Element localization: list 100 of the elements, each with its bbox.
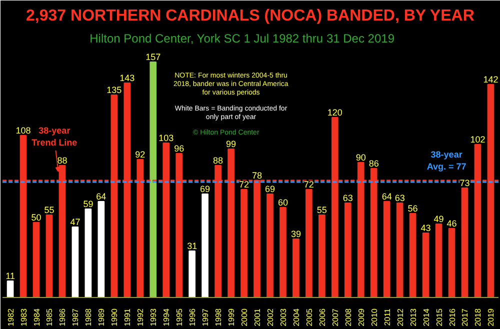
x-tick-label: 2015 (434, 308, 444, 326)
bar (240, 188, 248, 298)
x-tick-label: 1998 (214, 308, 224, 326)
x-tick-label: 2008 (344, 308, 353, 326)
ref-line-label: 38-year Avg. = 77 (426, 149, 466, 172)
bar (357, 162, 364, 298)
bar (110, 94, 118, 298)
bar (98, 200, 105, 298)
bar (150, 61, 157, 298)
x-tick-label: 2009 (356, 308, 366, 326)
x-tick-label: 2010 (370, 308, 379, 326)
x-tick-label: 1996 (188, 308, 198, 326)
x-tick-label: 1992 (136, 308, 146, 326)
bar (266, 193, 274, 298)
x-tick-label: 2003 (278, 308, 288, 326)
data-label: 60 (278, 197, 288, 208)
data-label: 64 (382, 191, 392, 202)
x-tick-label: 1995 (175, 308, 184, 326)
chart-subtitle: Hilton Pond Center, York SC 1 Jul 1982 thru 31 Dec 2019 (90, 32, 395, 46)
chart-title: 2,937 NORTHERN CARDINALS (NOCA) BANDED, BY YEAR (26, 8, 475, 24)
bar (214, 164, 222, 298)
bar (46, 214, 53, 298)
x-tick-label: 1984 (32, 308, 42, 326)
bar (461, 187, 468, 298)
bar (162, 142, 170, 298)
bar (280, 206, 286, 298)
x-tick-label: 1985 (45, 308, 54, 326)
bar (84, 208, 92, 298)
data-label: 99 (226, 138, 236, 149)
data-label: 108 (16, 125, 31, 136)
bar (124, 82, 131, 298)
x-tick-label: 2014 (422, 308, 431, 326)
x-tick-label: 2017 (460, 308, 470, 326)
data-label: 72 (239, 179, 250, 190)
x-tick-label: 1994 (162, 308, 172, 326)
x-tick-label: 2018 (474, 308, 483, 326)
ref-line-label: 38-year Trend Line (32, 125, 78, 148)
x-tick-label: 1987 (71, 308, 80, 326)
x-tick-label: 2019 (486, 308, 496, 326)
data-label: 120 (327, 107, 342, 118)
x-tick-label: 1997 (201, 308, 210, 326)
bar (58, 164, 66, 298)
bar (32, 222, 40, 298)
bar (292, 238, 300, 298)
bar (72, 226, 79, 298)
data-label: 63 (394, 192, 405, 203)
bar (188, 250, 196, 298)
data-label: 73 (460, 178, 470, 188)
data-label: 59 (83, 198, 94, 209)
x-tick-label: 2004 (292, 308, 301, 326)
x-tick-label: 2007 (330, 308, 340, 326)
data-label: 69 (264, 184, 275, 194)
x-tick-label: 1982 (6, 308, 16, 326)
data-label: 157 (146, 52, 161, 62)
x-tick-label: 1983 (19, 308, 28, 326)
data-label: 69 (200, 184, 210, 194)
x-tick-label: 1990 (110, 308, 120, 326)
bar (487, 84, 494, 298)
x-tick-label: 2002 (266, 308, 275, 326)
x-tick-label: 1988 (84, 308, 94, 326)
data-label: 49 (434, 214, 444, 224)
bar (318, 214, 326, 298)
data-label: 55 (44, 204, 54, 215)
x-tick-label: 2001 (252, 308, 262, 326)
data-label: 55 (316, 204, 327, 215)
data-label: 39 (290, 228, 301, 239)
data-label: 47 (70, 216, 80, 227)
data-label: 56 (408, 203, 418, 214)
x-tick-label: 2005 (304, 308, 314, 326)
data-label: 102 (470, 134, 486, 144)
data-label: 46 (446, 218, 457, 228)
bar (176, 152, 183, 298)
data-label: 64 (96, 191, 106, 202)
bar (254, 180, 260, 298)
x-tick-label: 1991 (123, 308, 132, 326)
data-label: 50 (31, 212, 42, 222)
bar (6, 280, 14, 298)
data-label: 142 (483, 74, 498, 84)
data-label: 72 (304, 179, 314, 190)
bar (370, 168, 378, 298)
bar (20, 134, 27, 298)
bar (474, 144, 482, 298)
data-label: 43 (420, 222, 431, 233)
x-tick-label: 2006 (318, 308, 327, 326)
x-tick-label: 1986 (58, 308, 68, 326)
bar (422, 232, 430, 298)
x-tick-label: 2012 (396, 308, 405, 326)
data-label: 92 (135, 149, 146, 160)
data-label: 78 (252, 170, 262, 180)
bar (435, 223, 442, 298)
data-label: 135 (106, 84, 122, 95)
x-tick-label: 1989 (97, 308, 106, 326)
bar (331, 116, 338, 298)
data-label: 90 (356, 152, 366, 162)
bar (448, 228, 456, 298)
x-tick-label: 1999 (227, 308, 236, 326)
data-label: 88 (57, 155, 68, 166)
bar (344, 202, 352, 298)
bar (136, 158, 144, 298)
x-tick-label: 2000 (240, 308, 250, 326)
